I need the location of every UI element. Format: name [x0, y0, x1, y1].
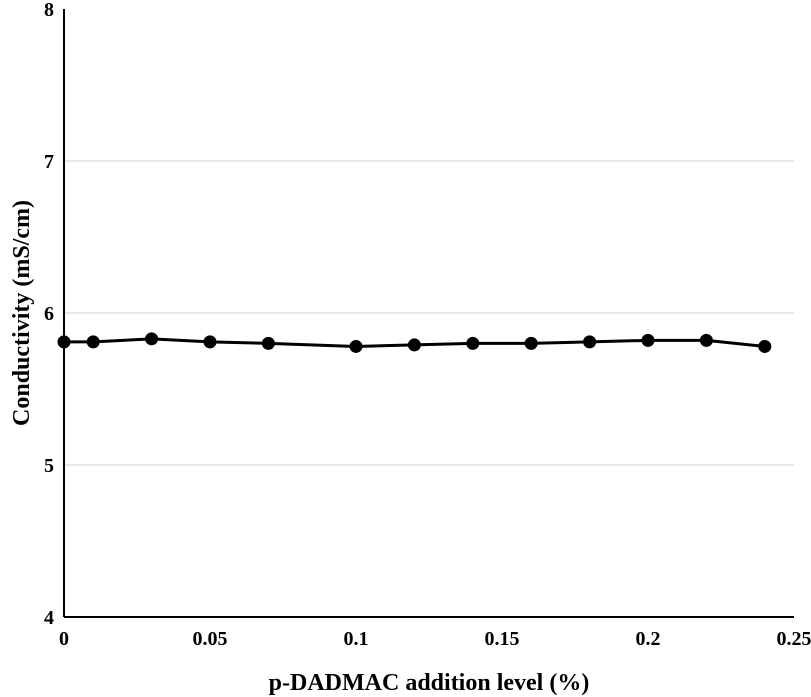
x-tick-labels: 0 0.05 0.1 0.15 0.2 0.25 — [59, 628, 811, 650]
y-tick-labels: 4 5 6 7 8 — [44, 0, 54, 629]
data-point-3 — [203, 335, 217, 349]
x-tick-label-4: 0.2 — [636, 628, 661, 650]
data-point-9 — [583, 335, 597, 349]
y-axis-title: Conductivity (mS/cm) — [9, 200, 35, 426]
y-tick-label-2: 6 — [44, 303, 54, 325]
x-tick-label-5: 0.25 — [777, 628, 811, 650]
data-point-7 — [466, 336, 480, 350]
data-series — [57, 332, 772, 353]
y-tick-label-1: 5 — [44, 455, 54, 477]
gridlines — [64, 160, 794, 466]
data-point-1 — [86, 335, 100, 349]
data-point-6 — [407, 338, 421, 352]
data-point-2 — [145, 332, 159, 346]
data-point-5 — [349, 339, 363, 353]
data-point-12 — [758, 339, 772, 353]
y-tick-label-0: 4 — [44, 607, 54, 629]
axes — [63, 9, 794, 618]
x-tick-label-1: 0.05 — [193, 628, 228, 650]
data-point-4 — [261, 336, 275, 350]
data-point-11 — [699, 333, 713, 347]
y-tick-label-3: 7 — [44, 151, 54, 173]
x-tick-label-2: 0.1 — [344, 628, 369, 650]
x-axis-title: p-DADMAC addition level (%) — [269, 670, 590, 696]
data-point-0 — [57, 335, 71, 349]
x-tick-label-0: 0 — [59, 628, 69, 650]
data-point-10 — [641, 333, 655, 347]
x-tick-label-3: 0.15 — [485, 628, 520, 650]
y-tick-label-4: 8 — [44, 0, 54, 21]
data-point-8 — [524, 336, 538, 350]
